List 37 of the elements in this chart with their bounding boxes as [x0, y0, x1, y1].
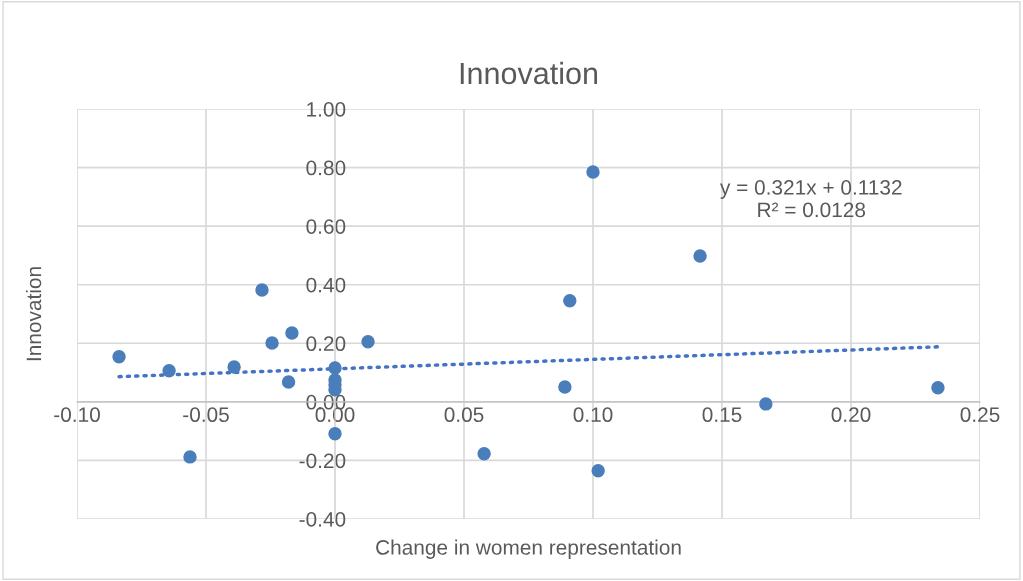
point: [255, 283, 269, 297]
point: [328, 427, 342, 441]
y-tick-label: 0.80: [306, 160, 346, 176]
x-tick-label: 0.15: [702, 407, 742, 423]
x-tick-label: 0.10: [573, 407, 613, 423]
point: [183, 450, 197, 464]
point: [112, 350, 126, 364]
point: [328, 361, 342, 375]
annotation: y = 0.321x + 0.1132 R² = 0.0128: [719, 180, 902, 218]
x-tick-label: 0.20: [831, 407, 871, 423]
point: [558, 380, 572, 394]
y-tick-label: 0.40: [306, 277, 346, 293]
point: [693, 249, 707, 263]
point: [285, 326, 299, 340]
point: [586, 165, 600, 179]
point: [563, 294, 577, 308]
point: [265, 336, 279, 350]
x-tick-label: -0.05: [183, 407, 229, 423]
x-axis-title: Change in women representation: [376, 539, 681, 559]
point: [361, 335, 375, 349]
chart-title: Innovation: [460, 61, 598, 85]
y-axis-title: Innovation: [25, 267, 42, 361]
point: [477, 446, 491, 461]
x-tick-label: 0.25: [960, 407, 1000, 423]
y-tick-label: 0.60: [306, 219, 346, 234]
y-tick-label: 0.20: [306, 336, 346, 352]
point: [281, 375, 296, 389]
x-tick-label: 0.05: [444, 407, 484, 423]
y-tick-label: -0.40: [299, 512, 346, 527]
y-tick-label: 1.00: [307, 102, 346, 117]
point: [591, 463, 605, 478]
point: [162, 364, 176, 378]
point: [759, 397, 773, 411]
point: [931, 381, 945, 395]
point: [227, 360, 241, 374]
x-tick-label: -0.10: [54, 407, 100, 423]
y-tick-label: -0.20: [299, 453, 346, 469]
